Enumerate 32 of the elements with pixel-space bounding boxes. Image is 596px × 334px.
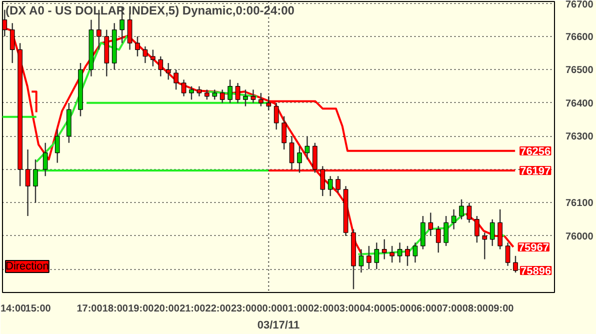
x-tick-label: 08:00 bbox=[462, 304, 488, 314]
x-tick-label: 00:00 bbox=[256, 304, 283, 314]
y-tick-label: 76500 bbox=[566, 65, 594, 76]
x-tick-label: 23:00 bbox=[231, 304, 258, 314]
x-tick-label: 05:00 bbox=[385, 304, 412, 314]
y-tick-label: 76400 bbox=[566, 98, 594, 110]
x-tick-label: 07:00 bbox=[436, 304, 463, 314]
y-tick-label: 76700 bbox=[566, 0, 594, 10]
x-tick-label: 06:00 bbox=[411, 304, 438, 314]
x-tick-label: 02:00 bbox=[308, 304, 334, 314]
x-tick-label: 03:00 bbox=[334, 304, 360, 314]
x-tick-label: 21:00 bbox=[180, 304, 206, 314]
y-tick-label: 76600 bbox=[566, 32, 594, 43]
x-tick-label: 14:00 bbox=[0, 304, 27, 314]
annotation: 76197 bbox=[520, 165, 551, 178]
x-tick-label: 04:00 bbox=[360, 304, 386, 314]
x-axis-title: 03/17/11 bbox=[257, 320, 300, 332]
annotation: 75896 bbox=[520, 266, 552, 278]
annotation: Direction bbox=[6, 260, 49, 272]
x-tick-label: 20:00 bbox=[154, 304, 180, 314]
x-tick-label: 01:00 bbox=[282, 304, 308, 314]
x-tick-label: 17:00 bbox=[76, 304, 103, 314]
x-tick-label: 19:00 bbox=[128, 304, 154, 314]
x-tick-label: 15:00 bbox=[25, 304, 52, 314]
annotation: 76256 bbox=[520, 146, 551, 158]
y-tick-label: 76000 bbox=[566, 231, 594, 242]
x-tick-label: 22:00 bbox=[205, 304, 232, 314]
y-tick-label: 76300 bbox=[566, 132, 594, 143]
annotation: 75967 bbox=[518, 242, 549, 254]
x-tick-label: 09:00 bbox=[488, 304, 514, 314]
y-tick-label: 76100 bbox=[566, 198, 594, 210]
x-tick-label: 18:00 bbox=[102, 304, 128, 314]
